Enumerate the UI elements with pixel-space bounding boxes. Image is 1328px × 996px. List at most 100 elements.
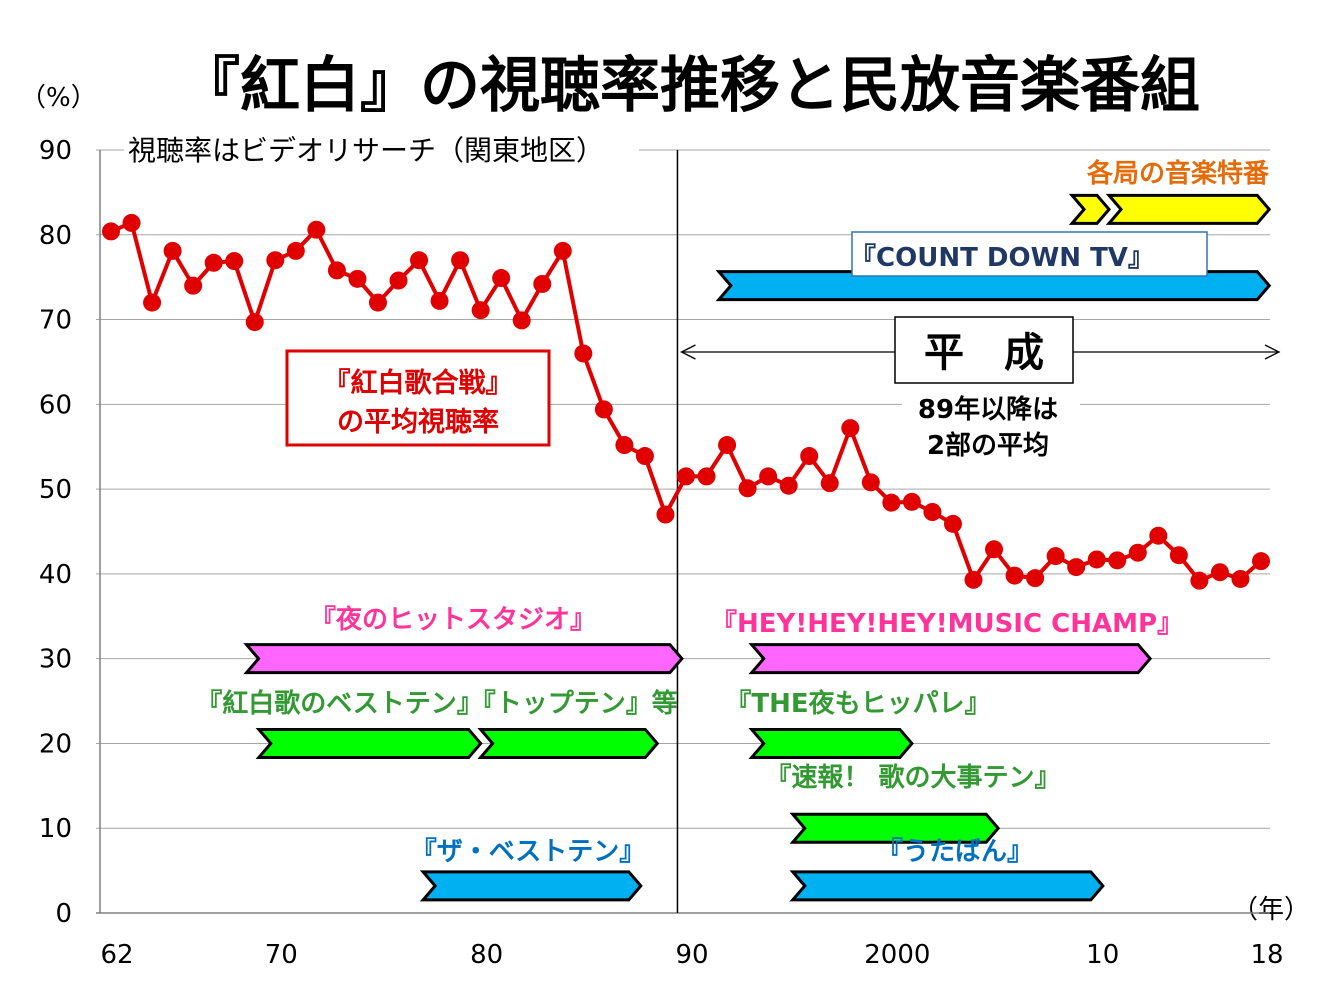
data-point [738, 479, 757, 498]
program-bar [748, 643, 1153, 675]
data-point [410, 251, 429, 270]
program-label: 『紅白歌のベストテン』『トップテン』等 [196, 688, 678, 719]
program-label: 各局の音楽特番 [1086, 158, 1270, 189]
program-bar [477, 727, 660, 759]
data-point [677, 467, 695, 486]
data-point [882, 493, 901, 512]
data-point [266, 251, 285, 270]
program-bars: 各局の音楽特番『COUNT DOWN TV』『夜のヒットスタジオ』 『HEY!HE… [196, 158, 1272, 902]
data-point [635, 447, 654, 466]
data-point [841, 419, 860, 438]
y-axis: 0 10 20 30 40 50 60 70 80 90 [39, 136, 72, 929]
program-label: 『夜のヒットスタジオ』 [310, 604, 596, 635]
data-point [985, 540, 1004, 559]
program-label: 『うたばん』 [877, 836, 1033, 867]
data-point [594, 400, 613, 419]
data-point [820, 474, 839, 493]
y-tick-label: 80 [39, 221, 72, 251]
data-point [143, 293, 162, 312]
data-point [1149, 526, 1168, 545]
program-bar [243, 643, 684, 675]
program-bar [789, 870, 1105, 902]
data-point [245, 313, 264, 332]
series-label-line1: 『紅白歌合戦』 [324, 367, 513, 399]
data-point [553, 241, 572, 260]
y-tick-label: 10 [39, 814, 72, 844]
data-point [574, 344, 593, 363]
data-point [102, 222, 120, 241]
data-point [389, 271, 408, 290]
heisei-label: 平 成 [924, 330, 1044, 376]
heisei-span: 平 成 89年以降は 2部の平均 [680, 316, 1281, 464]
y-tick-label: 20 [39, 729, 72, 759]
data-point [1190, 571, 1209, 590]
x-tick-label: 2000 [864, 940, 930, 970]
data-point [122, 213, 141, 232]
data-point [1231, 569, 1250, 588]
data-point [1046, 547, 1065, 566]
data-point [1252, 552, 1270, 571]
series-line [102, 213, 1270, 590]
data-point [163, 241, 182, 260]
after89-line1: 89年以降は [918, 394, 1058, 425]
x-tick-label: 90 [675, 940, 708, 970]
data-point [307, 220, 326, 239]
chart-title: 『紅白』の視聴率推移と民放音楽番組 [180, 51, 1200, 121]
data-point [800, 447, 819, 466]
program-label: 『速報！ 歌の大事テン』 [765, 762, 1060, 793]
heisei-arrow-right [1264, 344, 1281, 360]
data-point [1128, 543, 1147, 562]
data-point [943, 514, 962, 533]
x-tick-label: 70 [265, 940, 298, 970]
data-point [368, 293, 387, 312]
data-point [1026, 569, 1045, 588]
data-point [430, 291, 449, 310]
data-point [492, 269, 511, 288]
data-point [1210, 563, 1229, 582]
y-tick-label: 60 [39, 390, 72, 420]
data-point [1087, 550, 1106, 569]
data-point [902, 492, 921, 511]
program-bar [1105, 193, 1272, 225]
data-point [1169, 546, 1188, 565]
program-bar [1068, 193, 1112, 225]
data-point [286, 241, 305, 260]
data-point [1005, 566, 1024, 585]
y-unit: （%） [20, 83, 97, 113]
data-point [1108, 551, 1127, 570]
program-bar [419, 870, 643, 902]
data-point [327, 261, 346, 280]
data-point [697, 467, 716, 486]
x-unit: （年） [1232, 895, 1310, 925]
program-bar [789, 812, 1001, 844]
data-point [759, 467, 778, 486]
data-point [718, 436, 737, 455]
data-point [348, 269, 367, 288]
count-down-tv-box [851, 231, 1208, 277]
data-point [533, 274, 552, 293]
x-tick-label: 62 [100, 940, 133, 970]
program-label: 『COUNT DOWN TV』 [850, 242, 1154, 273]
heisei-box [894, 316, 1074, 384]
series-label-line2: の平均視聴率 [337, 406, 499, 438]
x-tick-label: 80 [470, 940, 503, 970]
data-point [779, 476, 798, 495]
data-point [184, 276, 203, 295]
data-point [964, 570, 983, 589]
x-tick-label: 18 [1250, 940, 1283, 970]
program-label: 『ザ・ベストテン』 [411, 836, 646, 867]
data-point [512, 311, 531, 330]
program-bar [748, 727, 914, 759]
y-tick-label: 30 [39, 645, 72, 675]
y-tick-label: 40 [39, 560, 72, 590]
heisei-arrow-left [680, 344, 696, 360]
program-bar [255, 727, 483, 759]
data-point [1067, 558, 1086, 577]
program-label: 『THE夜もヒッパレ』 [725, 688, 990, 719]
data-point [861, 473, 880, 492]
y-tick-label: 70 [39, 306, 72, 336]
data-point [471, 301, 490, 320]
data-point [204, 253, 223, 272]
annotations: 『紅白歌合戦』の平均視聴率 [285, 349, 551, 447]
